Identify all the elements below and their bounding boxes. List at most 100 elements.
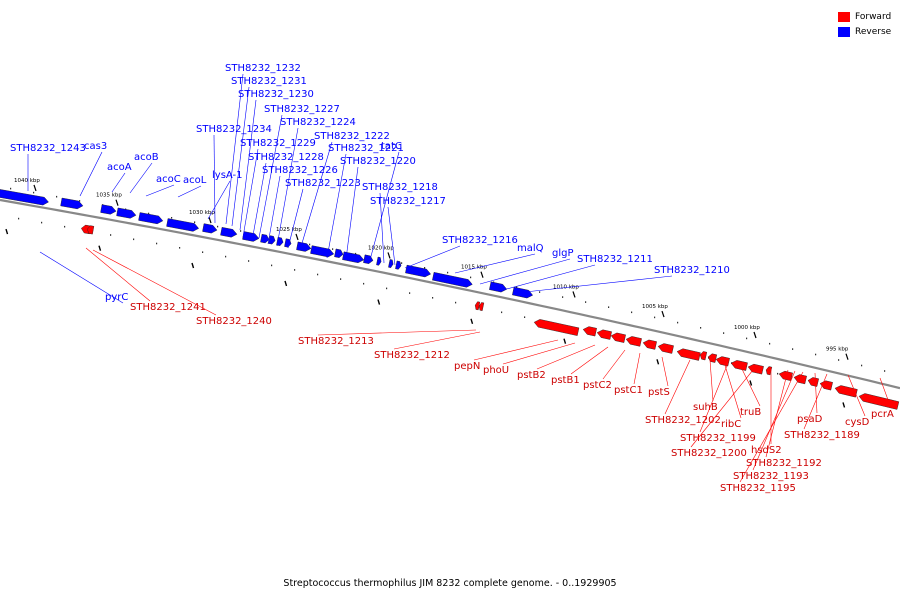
forward-gene-arrow <box>747 363 764 375</box>
gene-label-pstb2: pstB2 <box>517 370 546 381</box>
forward-gene-arrow <box>582 326 597 337</box>
reverse-gene-arrow <box>376 256 382 266</box>
gene-label-psts: pstS <box>648 387 670 398</box>
leader-line-sth8232-1231 <box>231 86 250 227</box>
scale-tick-lower <box>563 338 567 344</box>
gene-label-malq: malQ <box>517 243 544 254</box>
scale-tick <box>572 291 576 298</box>
minor-tick-top <box>171 217 173 219</box>
minor-tick-bottom <box>271 264 273 267</box>
leader-line-psad <box>814 372 818 414</box>
forward-gene-arrow <box>834 385 858 398</box>
forward-gene-arrow <box>676 348 701 361</box>
legend-forward: Forward <box>838 9 891 24</box>
minor-tick-top <box>79 200 81 202</box>
gene-label-sth8232-1210: STH8232_1210 <box>654 265 730 276</box>
gene-label-ribc: ribC <box>721 419 741 430</box>
leader-line-pepn <box>473 339 559 361</box>
leader-line-cysd <box>847 374 866 417</box>
minor-tick-bottom <box>133 238 135 241</box>
forward-gene-arrow <box>699 351 708 361</box>
minor-tick-top <box>723 332 725 334</box>
minor-tick-top <box>516 286 518 288</box>
minor-tick-bottom <box>363 282 365 285</box>
gene-label-trub: truB <box>740 407 761 418</box>
scale-tick-lower <box>842 402 846 408</box>
scale-label: 995 kbp <box>826 347 849 353</box>
forward-gene-arrow <box>478 302 485 311</box>
minor-tick-bottom <box>41 221 43 224</box>
minor-tick-top <box>746 337 748 340</box>
minor-tick-bottom <box>18 217 20 220</box>
leader-line-sth8232-1232 <box>225 73 244 225</box>
scale-tick <box>661 310 665 318</box>
leader-line-tatc <box>369 151 400 261</box>
leader-line-sth8232-1193 <box>752 370 796 471</box>
gene-label-sth8232-1213: STH8232_1213 <box>298 336 374 347</box>
gene-label-sth8232-1192: STH8232_1192 <box>746 458 822 469</box>
gene-label-psad: psaD <box>797 414 823 425</box>
scale-tick <box>208 216 212 224</box>
scale-label: 1040 kbp <box>14 178 40 184</box>
gene-label-pyrc: pyrC <box>105 292 128 303</box>
reverse-gene-arrow <box>138 212 164 225</box>
reverse-gene-arrow <box>296 241 312 252</box>
leader-line-sth8232-1230 <box>239 99 257 231</box>
forward-gene-arrow <box>642 339 657 350</box>
leader-line-sth8232-1212 <box>393 331 481 350</box>
scale-label: 1030 kbp <box>189 210 215 216</box>
gene-label-sth8232-1241: STH8232_1241 <box>130 302 206 313</box>
minor-tick-bottom <box>524 316 526 318</box>
leader-line-ribc <box>723 361 742 419</box>
leader-line-lysa-1 <box>207 180 231 220</box>
reverse-gene-arrow <box>489 281 508 293</box>
leader-line-cas3 <box>79 151 103 197</box>
gene-label-sth8232-1231: STH8232_1231 <box>231 76 307 87</box>
minor-tick-bottom <box>455 301 457 304</box>
reverse-gene-arrow <box>0 189 49 206</box>
minor-tick-bottom <box>317 273 319 276</box>
minor-tick-top <box>654 316 656 319</box>
gene-label-sth8232-1240: STH8232_1240 <box>196 316 272 327</box>
forward-gene-arrow <box>707 353 718 363</box>
minor-tick-top <box>10 187 12 190</box>
minor-tick-bottom <box>64 225 66 228</box>
gene-label-sth8232-1200: STH8232_1200 <box>671 448 747 459</box>
gene-label-sth8232-1193: STH8232_1193 <box>733 471 809 482</box>
scale-tick <box>295 233 299 241</box>
minor-tick-bottom <box>225 255 227 258</box>
forward-gene-arrow <box>807 377 819 387</box>
gene-label-pcra: pcrA <box>871 409 894 420</box>
reverse-gene-arrow <box>60 197 84 210</box>
minor-tick-bottom <box>501 311 503 314</box>
gene-label-tatc: tatC <box>381 141 402 152</box>
gene-label-glgp: glgP <box>552 248 574 259</box>
gene-label-sth8232-1243: STH8232_1243 <box>10 143 86 154</box>
scale-tick-lower <box>5 228 9 235</box>
forward-gene-arrow <box>596 329 612 340</box>
gene-label-sth8232-1218: STH8232_1218 <box>362 182 438 193</box>
gene-label-sth8232-1217: STH8232_1217 <box>370 196 446 207</box>
minor-tick-top <box>769 342 771 345</box>
minor-tick-top <box>309 243 311 246</box>
gene-label-cysd: cysD <box>845 417 870 428</box>
scale-label: 1015 kbp <box>461 265 487 271</box>
reverse-gene-arrow <box>512 286 534 299</box>
reverse-gene-arrow <box>100 204 117 215</box>
leader-line-sth8232-1229 <box>242 148 259 238</box>
minor-tick-top <box>884 370 886 372</box>
reverse-gene-arrow <box>342 251 365 264</box>
gene-label-sth8232-1195: STH8232_1195 <box>720 483 796 494</box>
leader-line-sth8232-1224 <box>276 127 299 247</box>
forward-gene-arrow <box>730 360 748 371</box>
gene-label-sth8232-1221: STH8232_1221 <box>328 143 404 154</box>
leader-line-sth8232-1227 <box>258 114 283 239</box>
minor-tick-top <box>815 353 817 356</box>
leader-line-sth8232-1211 <box>502 264 596 291</box>
gene-label-sth8232-1216: STH8232_1216 <box>442 235 518 246</box>
leader-line-sth8232-1202 <box>664 359 691 415</box>
leader-line-sth8232-1228 <box>251 162 267 242</box>
reverse-gene-arrow <box>363 254 374 264</box>
minor-tick-top <box>148 212 150 215</box>
